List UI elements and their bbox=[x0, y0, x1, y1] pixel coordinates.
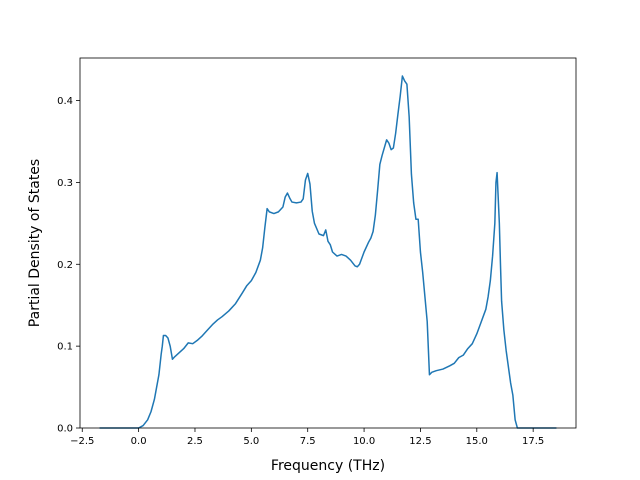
x-tick-label: 15.0 bbox=[466, 436, 488, 447]
x-tick-label: 0.0 bbox=[131, 436, 147, 447]
x-tick-label: 5.0 bbox=[243, 436, 259, 447]
x-axis-label: Frequency (THz) bbox=[271, 458, 385, 474]
y-tick-label: 0.0 bbox=[57, 424, 73, 435]
x-tick-label: 2.5 bbox=[187, 436, 203, 447]
x-tick-label: 12.5 bbox=[409, 436, 431, 447]
axes-frame bbox=[79, 57, 577, 429]
x-tick-label: 10.0 bbox=[353, 436, 375, 447]
x-axis-ticks: −2.5 0.0 2.5 5.0 7.5 10.0 12.5 15.0 17.5 bbox=[70, 428, 544, 447]
y-tick-label: 0.2 bbox=[57, 260, 73, 271]
y-axis-label: Partial Density of States bbox=[27, 159, 43, 327]
x-tick-label: 7.5 bbox=[300, 436, 316, 447]
x-tick-label: 17.5 bbox=[522, 436, 544, 447]
y-tick-label: 0.3 bbox=[57, 178, 73, 189]
y-tick-label: 0.4 bbox=[57, 96, 73, 107]
y-axis-ticks: 0.0 0.1 0.2 0.3 0.4 bbox=[57, 96, 80, 435]
x-tick-label: −2.5 bbox=[70, 436, 94, 447]
plot-area bbox=[99, 75, 557, 429]
y-tick-label: 0.1 bbox=[57, 342, 73, 353]
pdos-line bbox=[99, 75, 557, 429]
